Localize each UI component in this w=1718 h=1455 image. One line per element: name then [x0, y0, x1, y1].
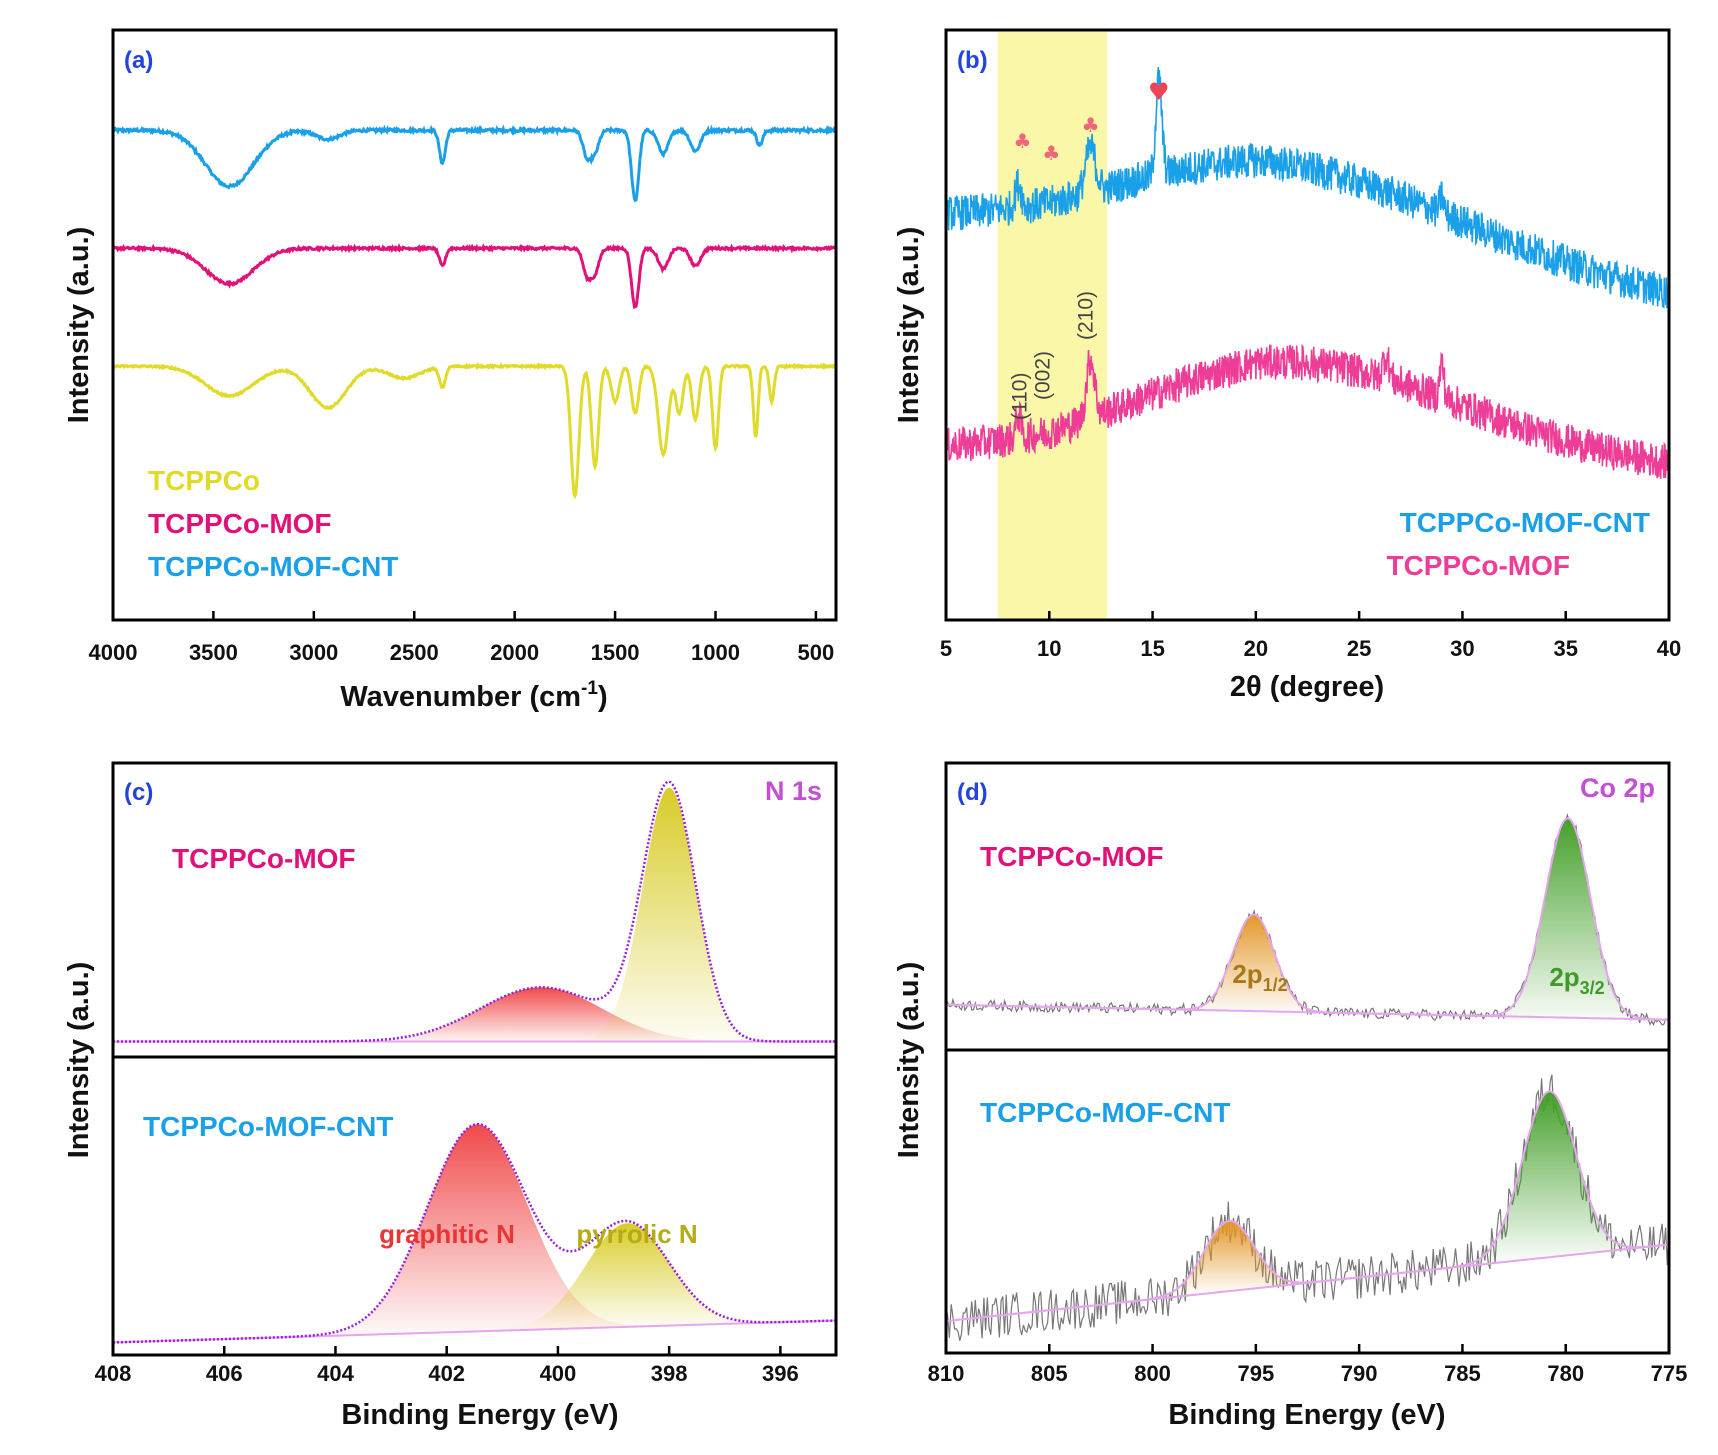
panel-label-a: (a)	[124, 47, 153, 74]
x-tick-label: 35	[1553, 636, 1577, 661]
panel-label-c: (c)	[124, 779, 153, 806]
peak-label-2p1-2: 2p1/2	[1232, 959, 1287, 995]
series-line-tcppco	[112, 361, 837, 500]
x-tick-label: 3500	[189, 640, 238, 665]
y-axis-label-b: Intensity (a.u.)	[893, 227, 925, 424]
chart-c-xps-n1s: 408 406 404 402 400 398 396 (c) N 1s TCPPCo-MO…	[63, 761, 838, 1431]
club-marker-icon: ♣	[1013, 129, 1031, 153]
x-tick-label: 404	[317, 1361, 354, 1386]
x-tick-label: 805	[1031, 1361, 1068, 1386]
x-tick-label: 810	[928, 1361, 965, 1386]
legend-entry-tcppco-mof-cnt: TCPPCo-MOF-CNT	[148, 551, 398, 582]
x-tick-label: 4000	[89, 640, 138, 665]
x-tick-label: 800	[1134, 1361, 1171, 1386]
x-tick-label: 2000	[490, 640, 539, 665]
component-peak-fit	[328, 987, 756, 1042]
legend-entry-tcppco: TCPPCo	[148, 465, 260, 496]
highlight-band	[997, 31, 1108, 619]
x-tick-label: 30	[1450, 636, 1474, 661]
peak-label-2p3-2: 2p3/2	[1549, 962, 1604, 998]
peak-label-graphitic-n: graphitic N	[379, 1219, 515, 1249]
series-line-tcppco-mof	[945, 343, 1670, 479]
component-peak-2p3-2	[1490, 818, 1647, 1020]
corner-label-co2p: Co 2p	[1580, 773, 1655, 803]
x-tick-label: 785	[1444, 1361, 1481, 1386]
envelope-fit-line	[945, 1090, 1670, 1323]
x-tick-label: 5	[940, 636, 952, 661]
x-tick-label: 790	[1341, 1361, 1378, 1386]
plot-frame-c	[111, 761, 838, 1357]
subplot-name-tcppco-mof-c: TCPPCo-MOF	[172, 843, 356, 874]
x-tick-label: 1500	[591, 640, 640, 665]
x-axis-label-c: Binding Energy (eV)	[341, 1399, 618, 1431]
plot-frame-b	[944, 28, 1671, 622]
series-line-tcppco-mof-cnt	[945, 67, 1670, 310]
x-tick-label: 780	[1547, 1361, 1584, 1386]
x-tick-label: 25	[1347, 636, 1371, 661]
x-axis-label-b: 2θ (degree)	[1230, 671, 1384, 703]
envelope-fit-line	[112, 1122, 836, 1344]
x-tick-label: 795	[1237, 1361, 1274, 1386]
x-tick-label: 408	[95, 1361, 132, 1386]
subplot-name-tcppco-mof-d: TCPPCo-MOF	[980, 841, 1164, 872]
hkl-label-210: (210)	[1075, 291, 1098, 340]
y-axis-label-c: Intensity (a.u.)	[63, 962, 95, 1159]
panel-label-d: (d)	[957, 779, 988, 806]
x-tick-label: 20	[1244, 636, 1268, 661]
plot-frame-d	[944, 761, 1671, 1355]
chart-a-ftir: 4000 3500 3000 2500 2000 1500 1000 500 (a) TCPP…	[63, 28, 838, 713]
x-tick-label: 500	[798, 640, 835, 665]
plot-frame-a	[111, 28, 838, 622]
y-axis-label-a: Intensity (a.u.)	[63, 227, 95, 424]
series-line-tcppco-mof-cnt	[111, 124, 837, 203]
series-line-tcppco-mof	[111, 242, 838, 310]
club-marker-icon: ♣	[1042, 141, 1060, 165]
x-tick-label: 402	[428, 1361, 465, 1386]
component-peak-2p1-2	[1181, 914, 1325, 1013]
subplot-name-tcppco-mof-cnt-c: TCPPCo-MOF-CNT	[143, 1111, 393, 1142]
corner-label-n1s: N 1s	[765, 776, 822, 806]
heart-marker-icon: ♥	[1148, 78, 1170, 106]
x-tick-label: 775	[1651, 1361, 1688, 1386]
envelope-fit-line	[946, 817, 1670, 1021]
component-peak-fit	[576, 787, 762, 1042]
legend-entry-tcppco-mof-b: TCPPCo-MOF	[1386, 550, 1570, 581]
component-peak-fit	[1144, 1220, 1315, 1301]
envelope-fit-line	[113, 780, 836, 1043]
peak-label-pyrrolic-n: pyrrolic N	[576, 1219, 697, 1249]
component-peak-fit	[1455, 1091, 1644, 1268]
x-tick-label: 398	[651, 1361, 688, 1386]
x-tick-label: 10	[1037, 636, 1061, 661]
hkl-label-110: (110)	[1009, 373, 1032, 420]
x-tick-label: 400	[540, 1361, 577, 1386]
legend-entry-tcppco-mof-cnt-b: TCPPCo-MOF-CNT	[1400, 507, 1650, 538]
x-tick-label: 3000	[289, 640, 338, 665]
x-axis-label-d: Binding Energy (eV)	[1168, 1399, 1445, 1431]
chart-d-xps-co2p: 810 805 800 795 790 785 780 775 (d) Co 2p TCPPC…	[893, 761, 1688, 1431]
x-tick-label: 2500	[390, 640, 439, 665]
panel-label-b: (b)	[957, 47, 988, 74]
component-peak-graphitic-n	[302, 1124, 652, 1337]
club-marker-icon: ♣	[1082, 113, 1100, 137]
legend-entry-tcppco-mof: TCPPCo-MOF	[148, 508, 332, 539]
x-tick-label: 40	[1657, 636, 1681, 661]
x-tick-label: 406	[206, 1361, 243, 1386]
chart-b-xrd: (110) (002) (210) ♣ ♣ ♣ ♥ 5 10 15 20 25 30 35 40 (b)…	[893, 28, 1681, 703]
component-peak-pyrrolic-n	[483, 1223, 773, 1332]
x-axis-label-a: Wavenumber (cm-1)	[340, 678, 607, 713]
x-tick-label: 1000	[691, 640, 740, 665]
subplot-name-tcppco-mof-cnt-d: TCPPCo-MOF-CNT	[980, 1097, 1230, 1128]
x-tick-label: 396	[762, 1361, 799, 1386]
x-tick-label: 15	[1140, 636, 1164, 661]
y-axis-label-d: Intensity (a.u.)	[893, 962, 925, 1159]
hkl-label-002: (002)	[1031, 351, 1054, 400]
